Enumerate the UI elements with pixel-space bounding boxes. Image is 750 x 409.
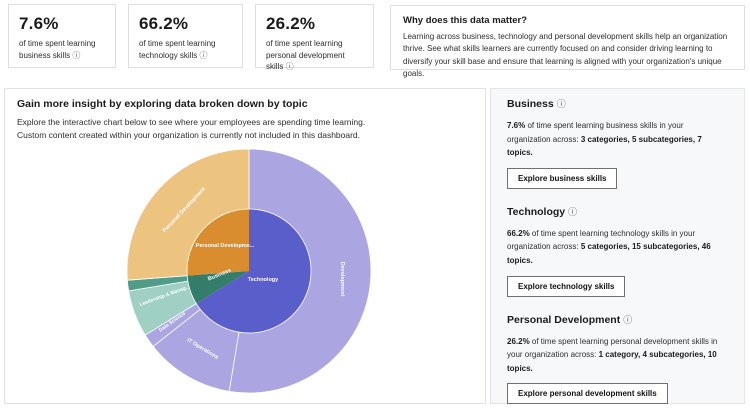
skills-summary-panel: Business ⓘ 7.6% of time spent learning bu… xyxy=(490,88,745,405)
section-business: Business ⓘ 7.6% of time spent learning bu… xyxy=(507,97,728,189)
sunburst-segment-business[interactable] xyxy=(187,271,249,304)
section-summary: 7.6% of time spent learning business ski… xyxy=(507,121,702,158)
info-icon[interactable]: ⓘ xyxy=(285,62,294,72)
sunburst-label: Development xyxy=(339,262,345,297)
why-body: Learning across business, technology and… xyxy=(403,32,728,79)
info-icon[interactable]: ⓘ xyxy=(623,314,633,325)
explore-business-button[interactable]: Explore business skills xyxy=(507,167,618,189)
sunburst-label: Personal Developme... xyxy=(196,243,255,249)
explore-personal-development-button[interactable]: Explore personal development skills xyxy=(507,383,668,405)
sunburst-segment-technology[interactable] xyxy=(196,209,311,333)
stat-caption: of time spent learning business skills ⓘ xyxy=(19,39,96,60)
info-icon[interactable]: ⓘ xyxy=(556,99,566,109)
stat-caption: of time spent learning technology skills… xyxy=(139,39,216,60)
info-icon[interactable]: ⓘ xyxy=(72,50,81,60)
stat-value: 7.6% xyxy=(19,14,59,33)
section-title: Personal Development ⓘ xyxy=(507,313,633,326)
why-title: Why does this data matter? xyxy=(403,15,528,26)
topic-insight-panel: Gain more insight by exploring data brok… xyxy=(4,88,486,404)
explore-technology-button[interactable]: Explore technology skills xyxy=(507,275,626,297)
section-personal-development: Personal Development ⓘ 26.2% of time spen… xyxy=(507,313,728,405)
section-title: Technology ⓘ xyxy=(507,205,578,218)
stat-card-business: 7.6% of time spent learning business ski… xyxy=(8,4,116,68)
panel-title: Gain more insight by exploring data brok… xyxy=(17,98,308,110)
section-title: Business ⓘ xyxy=(507,98,566,110)
sunburst-segment-personal-development[interactable] xyxy=(126,148,250,281)
section-summary: 66.2% of time spent learning technology … xyxy=(507,228,711,265)
sunburst-segment-development[interactable] xyxy=(228,148,372,394)
panel-description: Explore the interactive chart below to s… xyxy=(17,117,366,140)
why-data-matters-panel: Why does this data matter? Learning acro… xyxy=(390,5,745,78)
stat-value: 66.2% xyxy=(139,14,189,33)
sunburst-chart[interactable]: Personal Developme... Technology Business D… xyxy=(125,147,373,395)
info-icon[interactable]: ⓘ xyxy=(568,206,578,217)
stat-value: 26.2% xyxy=(266,14,316,33)
sunburst-label: Technology xyxy=(248,277,279,283)
stat-caption: of time spent learning personal developm… xyxy=(266,39,345,72)
stat-card-technology: 66.2% of time spent learning technology … xyxy=(128,4,243,68)
section-technology: Technology ⓘ 66.2% of time spent learning… xyxy=(507,205,728,297)
info-icon[interactable]: ⓘ xyxy=(199,50,208,60)
section-summary: 26.2% of time spent learning personal de… xyxy=(507,336,718,373)
stat-card-personal-development: 26.2% of time spent learning personal de… xyxy=(255,4,374,71)
sunburst-segment-personal-development[interactable] xyxy=(187,209,249,276)
